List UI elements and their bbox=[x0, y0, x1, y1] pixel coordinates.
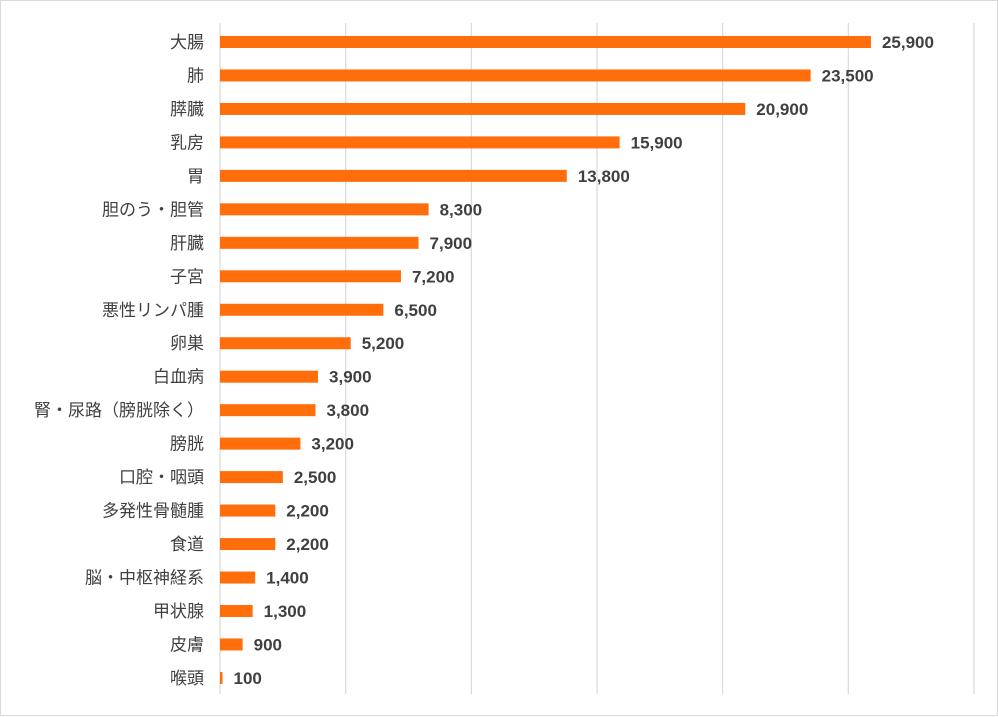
data-label: 15,900 bbox=[631, 133, 683, 152]
data-label: 13,800 bbox=[578, 167, 630, 186]
data-label: 3,800 bbox=[327, 401, 370, 420]
category-label: 白血病 bbox=[153, 368, 204, 388]
category-label: 甲状腺 bbox=[153, 602, 204, 622]
category-label: 皮膚 bbox=[170, 635, 204, 655]
data-label: 3,200 bbox=[311, 435, 354, 454]
category-label: 乳房 bbox=[170, 133, 204, 153]
data-label: 20,900 bbox=[756, 100, 808, 119]
category-label: 多発性骨髄腫 bbox=[102, 502, 204, 522]
bar bbox=[220, 538, 276, 551]
bar bbox=[220, 270, 401, 283]
bar bbox=[220, 102, 746, 115]
category-label: 肺 bbox=[187, 66, 204, 86]
data-label: 7,900 bbox=[430, 234, 473, 253]
bar bbox=[220, 69, 811, 82]
data-label: 7,200 bbox=[412, 267, 455, 286]
category-label: 食道 bbox=[170, 535, 204, 555]
category-label: 大腸 bbox=[170, 33, 204, 53]
data-label: 2,200 bbox=[286, 502, 329, 521]
bar bbox=[220, 236, 419, 249]
category-label: 子宮 bbox=[170, 267, 204, 287]
category-label: 膵臓 bbox=[170, 100, 204, 120]
data-label: 25,900 bbox=[882, 33, 934, 52]
bar bbox=[220, 169, 567, 182]
bar bbox=[220, 471, 283, 484]
data-label: 23,500 bbox=[822, 66, 874, 85]
bar bbox=[220, 136, 620, 149]
category-label: 喉頭 bbox=[170, 669, 204, 689]
data-label: 100 bbox=[234, 669, 262, 688]
data-label: 3,900 bbox=[329, 368, 372, 387]
category-label: 腎・尿路（膀胱除く） bbox=[34, 401, 204, 421]
data-label: 6,500 bbox=[394, 301, 437, 320]
bar bbox=[220, 604, 253, 617]
category-label: 卵巣 bbox=[170, 334, 204, 354]
bar bbox=[220, 370, 319, 383]
bar bbox=[220, 36, 871, 48]
bar-layer bbox=[220, 36, 871, 684]
bar bbox=[220, 303, 384, 316]
data-label: 1,400 bbox=[266, 569, 309, 588]
grid-layer bbox=[219, 23, 975, 694]
category-label: 膀胱 bbox=[170, 435, 204, 455]
data-label: 1,300 bbox=[264, 602, 307, 621]
bar bbox=[220, 571, 256, 584]
category-label: 脳・中枢神経系 bbox=[85, 569, 204, 589]
bar bbox=[220, 203, 429, 216]
label-layer: 大腸 25,900 肺 23,500 膵臓 20,900 乳房 15,900 胃 13,800 胆の… bbox=[34, 33, 934, 689]
data-label: 8,300 bbox=[440, 200, 483, 219]
data-label: 2,500 bbox=[294, 468, 337, 487]
data-label: 5,200 bbox=[362, 334, 405, 353]
category-label: 肝臓 bbox=[170, 234, 204, 254]
bar bbox=[220, 671, 223, 684]
bar bbox=[220, 638, 243, 651]
bar bbox=[220, 437, 301, 450]
category-label: 悪性リンパ腫 bbox=[102, 301, 204, 321]
category-label: 胆のう・胆管 bbox=[102, 200, 204, 220]
category-label: 胃 bbox=[187, 167, 204, 187]
bar bbox=[220, 337, 351, 350]
bar bbox=[220, 404, 316, 417]
bar bbox=[220, 504, 276, 517]
data-label: 900 bbox=[254, 635, 282, 654]
category-label: 口腔・咽頭 bbox=[119, 468, 204, 488]
data-label: 2,200 bbox=[286, 535, 329, 554]
